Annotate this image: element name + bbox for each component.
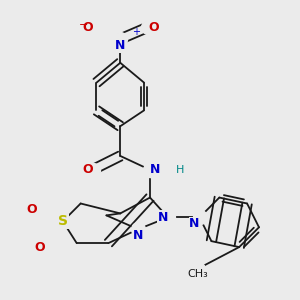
Text: N: N — [133, 229, 143, 242]
Text: N: N — [150, 163, 160, 176]
Text: −: − — [79, 20, 88, 30]
Text: O: O — [148, 21, 159, 34]
Text: S: S — [58, 214, 68, 228]
Text: O: O — [34, 241, 45, 254]
Text: +: + — [132, 27, 140, 37]
Text: O: O — [82, 21, 92, 34]
Text: N: N — [115, 39, 125, 52]
Text: O: O — [82, 163, 92, 176]
Text: N: N — [150, 163, 160, 176]
Text: O: O — [34, 241, 45, 254]
Text: H: H — [176, 165, 184, 175]
Text: N: N — [189, 218, 200, 230]
Text: CH₃: CH₃ — [187, 269, 208, 279]
Text: O: O — [26, 203, 37, 216]
Text: N: N — [158, 211, 168, 224]
Text: H: H — [176, 165, 184, 175]
Text: O: O — [26, 203, 37, 216]
